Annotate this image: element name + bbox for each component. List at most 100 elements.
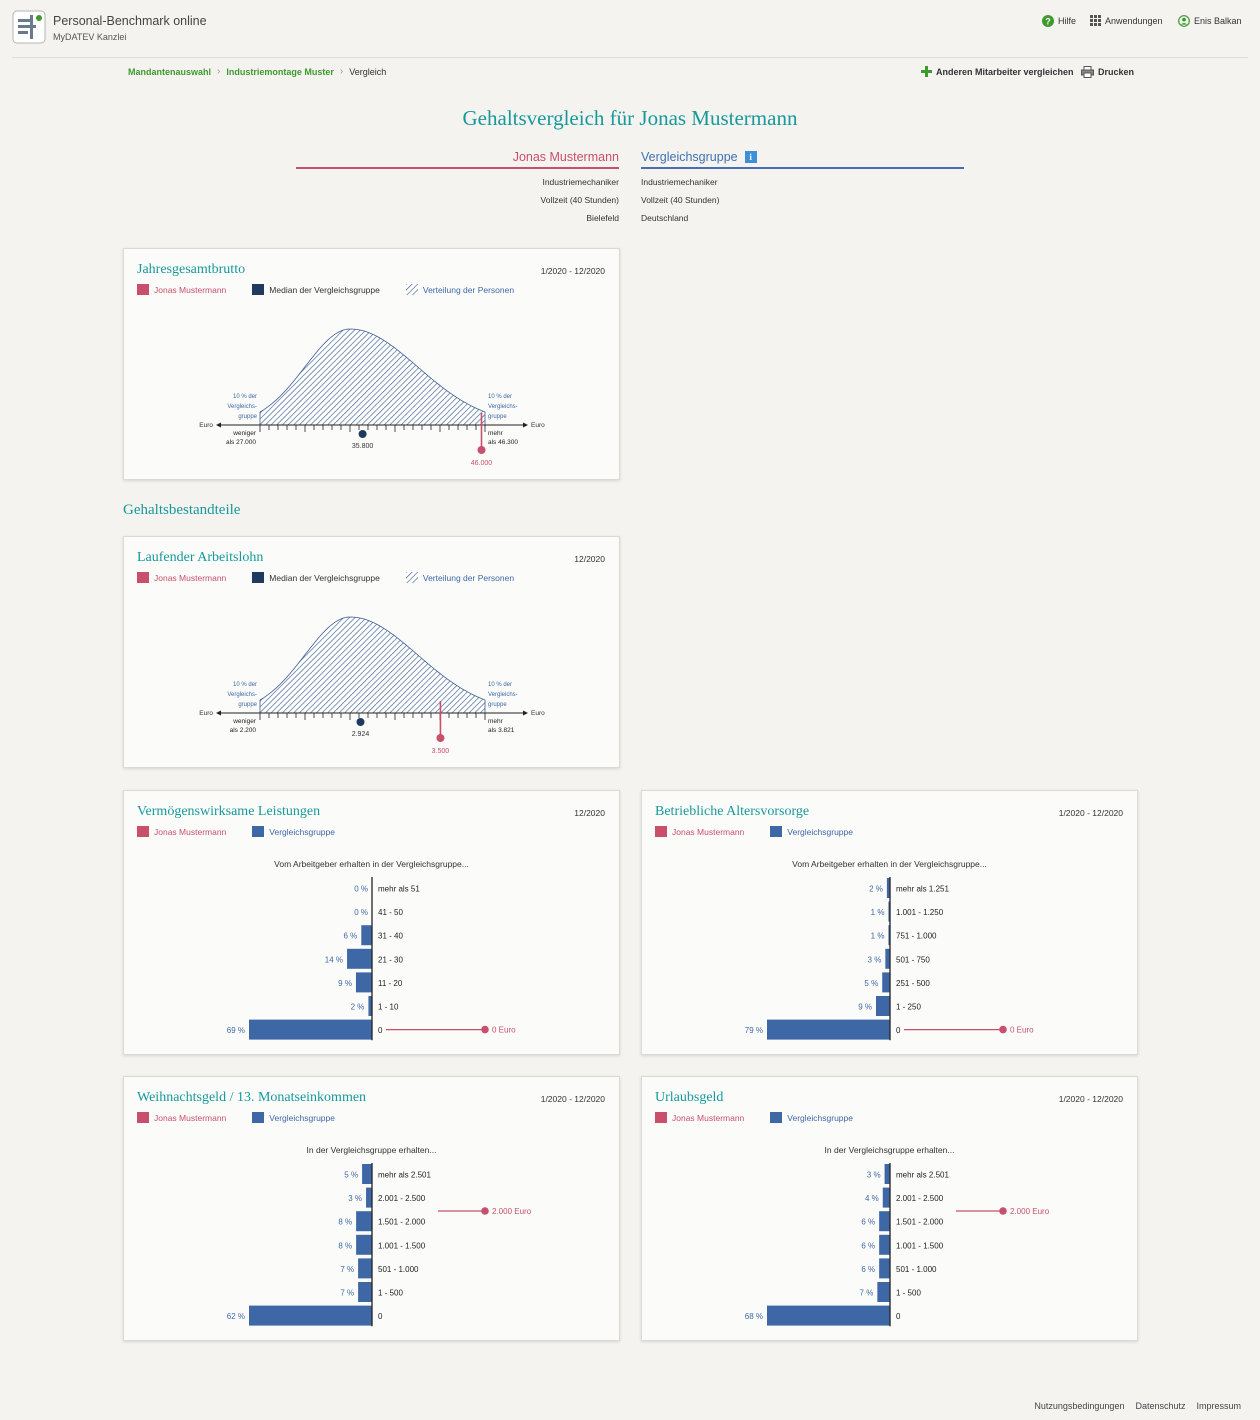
person-value-label: 2.000 Euro xyxy=(492,1207,532,1216)
legend-group-label: Vergleichsgruppe xyxy=(787,826,853,837)
chart-heading: In der Vergleichsgruppe erhalten... xyxy=(306,1145,437,1155)
footer-link-privacy[interactable]: Datenschutz xyxy=(1135,1401,1186,1411)
card-title: Jahresgesamtbrutto xyxy=(137,262,246,277)
bar xyxy=(366,1187,372,1208)
legend-group-label: Vergleichsgruppe xyxy=(269,826,335,837)
left-note-line: gruppe xyxy=(238,414,257,420)
help-link[interactable]: ? Hilfe xyxy=(1042,15,1076,27)
card-period: 12/2020 xyxy=(574,554,605,564)
category-label: 2.001 - 2.500 xyxy=(378,1194,426,1203)
legend-person: Jonas Mustermann xyxy=(137,1112,226,1123)
user-menu[interactable]: Enis Balkan xyxy=(1178,15,1242,27)
right-note-line: gruppe xyxy=(488,414,507,420)
axis-unit-left: Euro xyxy=(199,422,213,429)
legend-group-swatch xyxy=(252,1112,265,1123)
printer-icon xyxy=(1081,66,1094,78)
app-subtitle: MyDATEV Kanzlei xyxy=(53,32,127,42)
compare-other-button[interactable]: Anderen Mitarbeiter vergleichen xyxy=(921,66,1074,77)
group-attr-location: Deutschland xyxy=(641,213,689,223)
card-laufender-arbeitslohn: Laufender Arbeitslohn 12/2020 Jonas Must… xyxy=(123,536,620,768)
card-weihnachtsgeld: Weihnachtsgeld / 13. Monatseinkommen 1/2… xyxy=(123,1076,620,1341)
breadcrumb-item-current: Vergleich xyxy=(349,66,387,77)
category-label: 1.501 - 2.000 xyxy=(378,1218,426,1227)
footer-link-terms[interactable]: Nutzungsbedingungen xyxy=(1034,1401,1125,1411)
left-note-line: Vergleichs- xyxy=(227,692,257,698)
card-period: 1/2020 - 12/2020 xyxy=(540,1094,605,1104)
legend-person-swatch xyxy=(655,1112,667,1123)
chart-heading: Vom Arbeitgeber erhalten in der Vergleic… xyxy=(274,859,469,869)
app-header: Personal-Benchmark online MyDATEV Kanzle… xyxy=(0,0,1260,56)
legend-median-swatch xyxy=(252,284,265,295)
app-logo-icon[interactable] xyxy=(12,10,46,44)
bar-value-label: 4 % xyxy=(865,1194,879,1203)
category-label: 0 xyxy=(378,1026,383,1035)
left-note-line: 10 % der xyxy=(233,394,257,400)
breadcrumb-item-mandantenauswahl[interactable]: Mandantenauswahl xyxy=(128,66,212,77)
footer-link-imprint[interactable]: Impressum xyxy=(1196,1401,1241,1411)
svg-text:?: ? xyxy=(1045,16,1051,26)
legend-person-label: Jonas Mustermann xyxy=(154,826,227,837)
category-label: 2.001 - 2.500 xyxy=(896,1194,944,1203)
legend-person: Jonas Mustermann xyxy=(137,826,226,837)
apps-label: Anwendungen xyxy=(1105,15,1163,26)
chart-heading: Vom Arbeitgeber erhalten in der Vergleic… xyxy=(792,859,987,869)
legend-person: Jonas Mustermann xyxy=(655,826,744,837)
compare-other-label: Anderen Mitarbeiter vergleichen xyxy=(936,66,1074,77)
bar xyxy=(888,901,890,922)
bar-value-label: 9 % xyxy=(858,1003,872,1012)
bar-value-label: 3 % xyxy=(868,955,882,964)
legend-person-label: Jonas Mustermann xyxy=(672,1112,745,1123)
bar xyxy=(356,1211,372,1232)
person-value-label: 0 Euro xyxy=(1010,1026,1034,1035)
legend-person-swatch xyxy=(137,284,149,295)
bar-value-label: 79 % xyxy=(745,1026,763,1035)
legend-person-swatch xyxy=(655,826,667,837)
axis-arrow-left-icon xyxy=(216,422,221,428)
bar-value-label: 3 % xyxy=(348,1194,362,1203)
legend-person: Jonas Mustermann xyxy=(137,284,226,295)
legend-distribution-label: Verteilung der Personen xyxy=(422,284,515,295)
chart-legend: Jonas Mustermann Median der Vergleichsgr… xyxy=(137,284,540,295)
bar xyxy=(882,1187,890,1208)
bar xyxy=(358,1282,372,1302)
category-label: mehr als 51 xyxy=(378,885,420,894)
category-label: 1.501 - 2.000 xyxy=(896,1218,944,1227)
card-title: Laufender Arbeitslohn xyxy=(137,550,264,565)
person-attr-location: Bielefeld xyxy=(586,213,619,223)
person-attr-job: Industriemechaniker xyxy=(542,177,619,187)
apps-link[interactable]: Anwendungen xyxy=(1090,15,1163,26)
bar-value-label: 6 % xyxy=(861,1241,875,1250)
bar xyxy=(879,1211,890,1232)
card-period: 1/2020 - 12/2020 xyxy=(1058,808,1123,818)
median-marker xyxy=(356,718,365,726)
bar-value-label: 9 % xyxy=(338,979,352,988)
bar-value-label: 6 % xyxy=(861,1265,875,1274)
person-marker xyxy=(999,1207,1007,1215)
info-icon[interactable]: i xyxy=(744,151,757,163)
bar-value-label: 0 % xyxy=(354,908,368,917)
bar-value-label: 7 % xyxy=(340,1289,354,1298)
legend-group: Vergleichsgruppe xyxy=(770,826,853,837)
breadcrumb-item-industriemontage[interactable]: Industriemontage Muster xyxy=(226,66,334,77)
person-marker xyxy=(999,1025,1007,1034)
page-title: Gehaltsvergleich für Jonas Mustermann xyxy=(462,106,798,130)
bar-chart: 5 % mehr als 2.501 3 % 2.001 - 2.500 8 % 1.50… xyxy=(227,1163,532,1327)
right-note-line: gruppe xyxy=(488,702,507,708)
category-label: 0 xyxy=(896,1312,901,1321)
legend-group-swatch xyxy=(252,826,265,837)
median-value-label: 35.800 xyxy=(352,443,374,450)
apps-grid-icon xyxy=(1090,15,1101,26)
legend-median-swatch xyxy=(252,572,265,583)
bar-value-label: 1 % xyxy=(871,932,885,941)
legend-group-swatch xyxy=(770,1112,783,1123)
category-label: 1.001 - 1.500 xyxy=(378,1241,426,1250)
axis-arrow-right-icon xyxy=(523,422,528,428)
bar xyxy=(877,1282,890,1302)
card-title: Weihnachtsgeld / 13. Monatseinkommen xyxy=(137,1090,367,1105)
person-value-label: 2.000 Euro xyxy=(1010,1207,1050,1216)
bar-value-label: 8 % xyxy=(338,1241,352,1250)
print-button[interactable]: Drucken xyxy=(1081,66,1134,78)
high-bound-label: mehr xyxy=(488,718,504,725)
group-column-header: Vergleichsgruppe i xyxy=(641,150,964,169)
person-value-label: 46.000 xyxy=(471,460,493,467)
